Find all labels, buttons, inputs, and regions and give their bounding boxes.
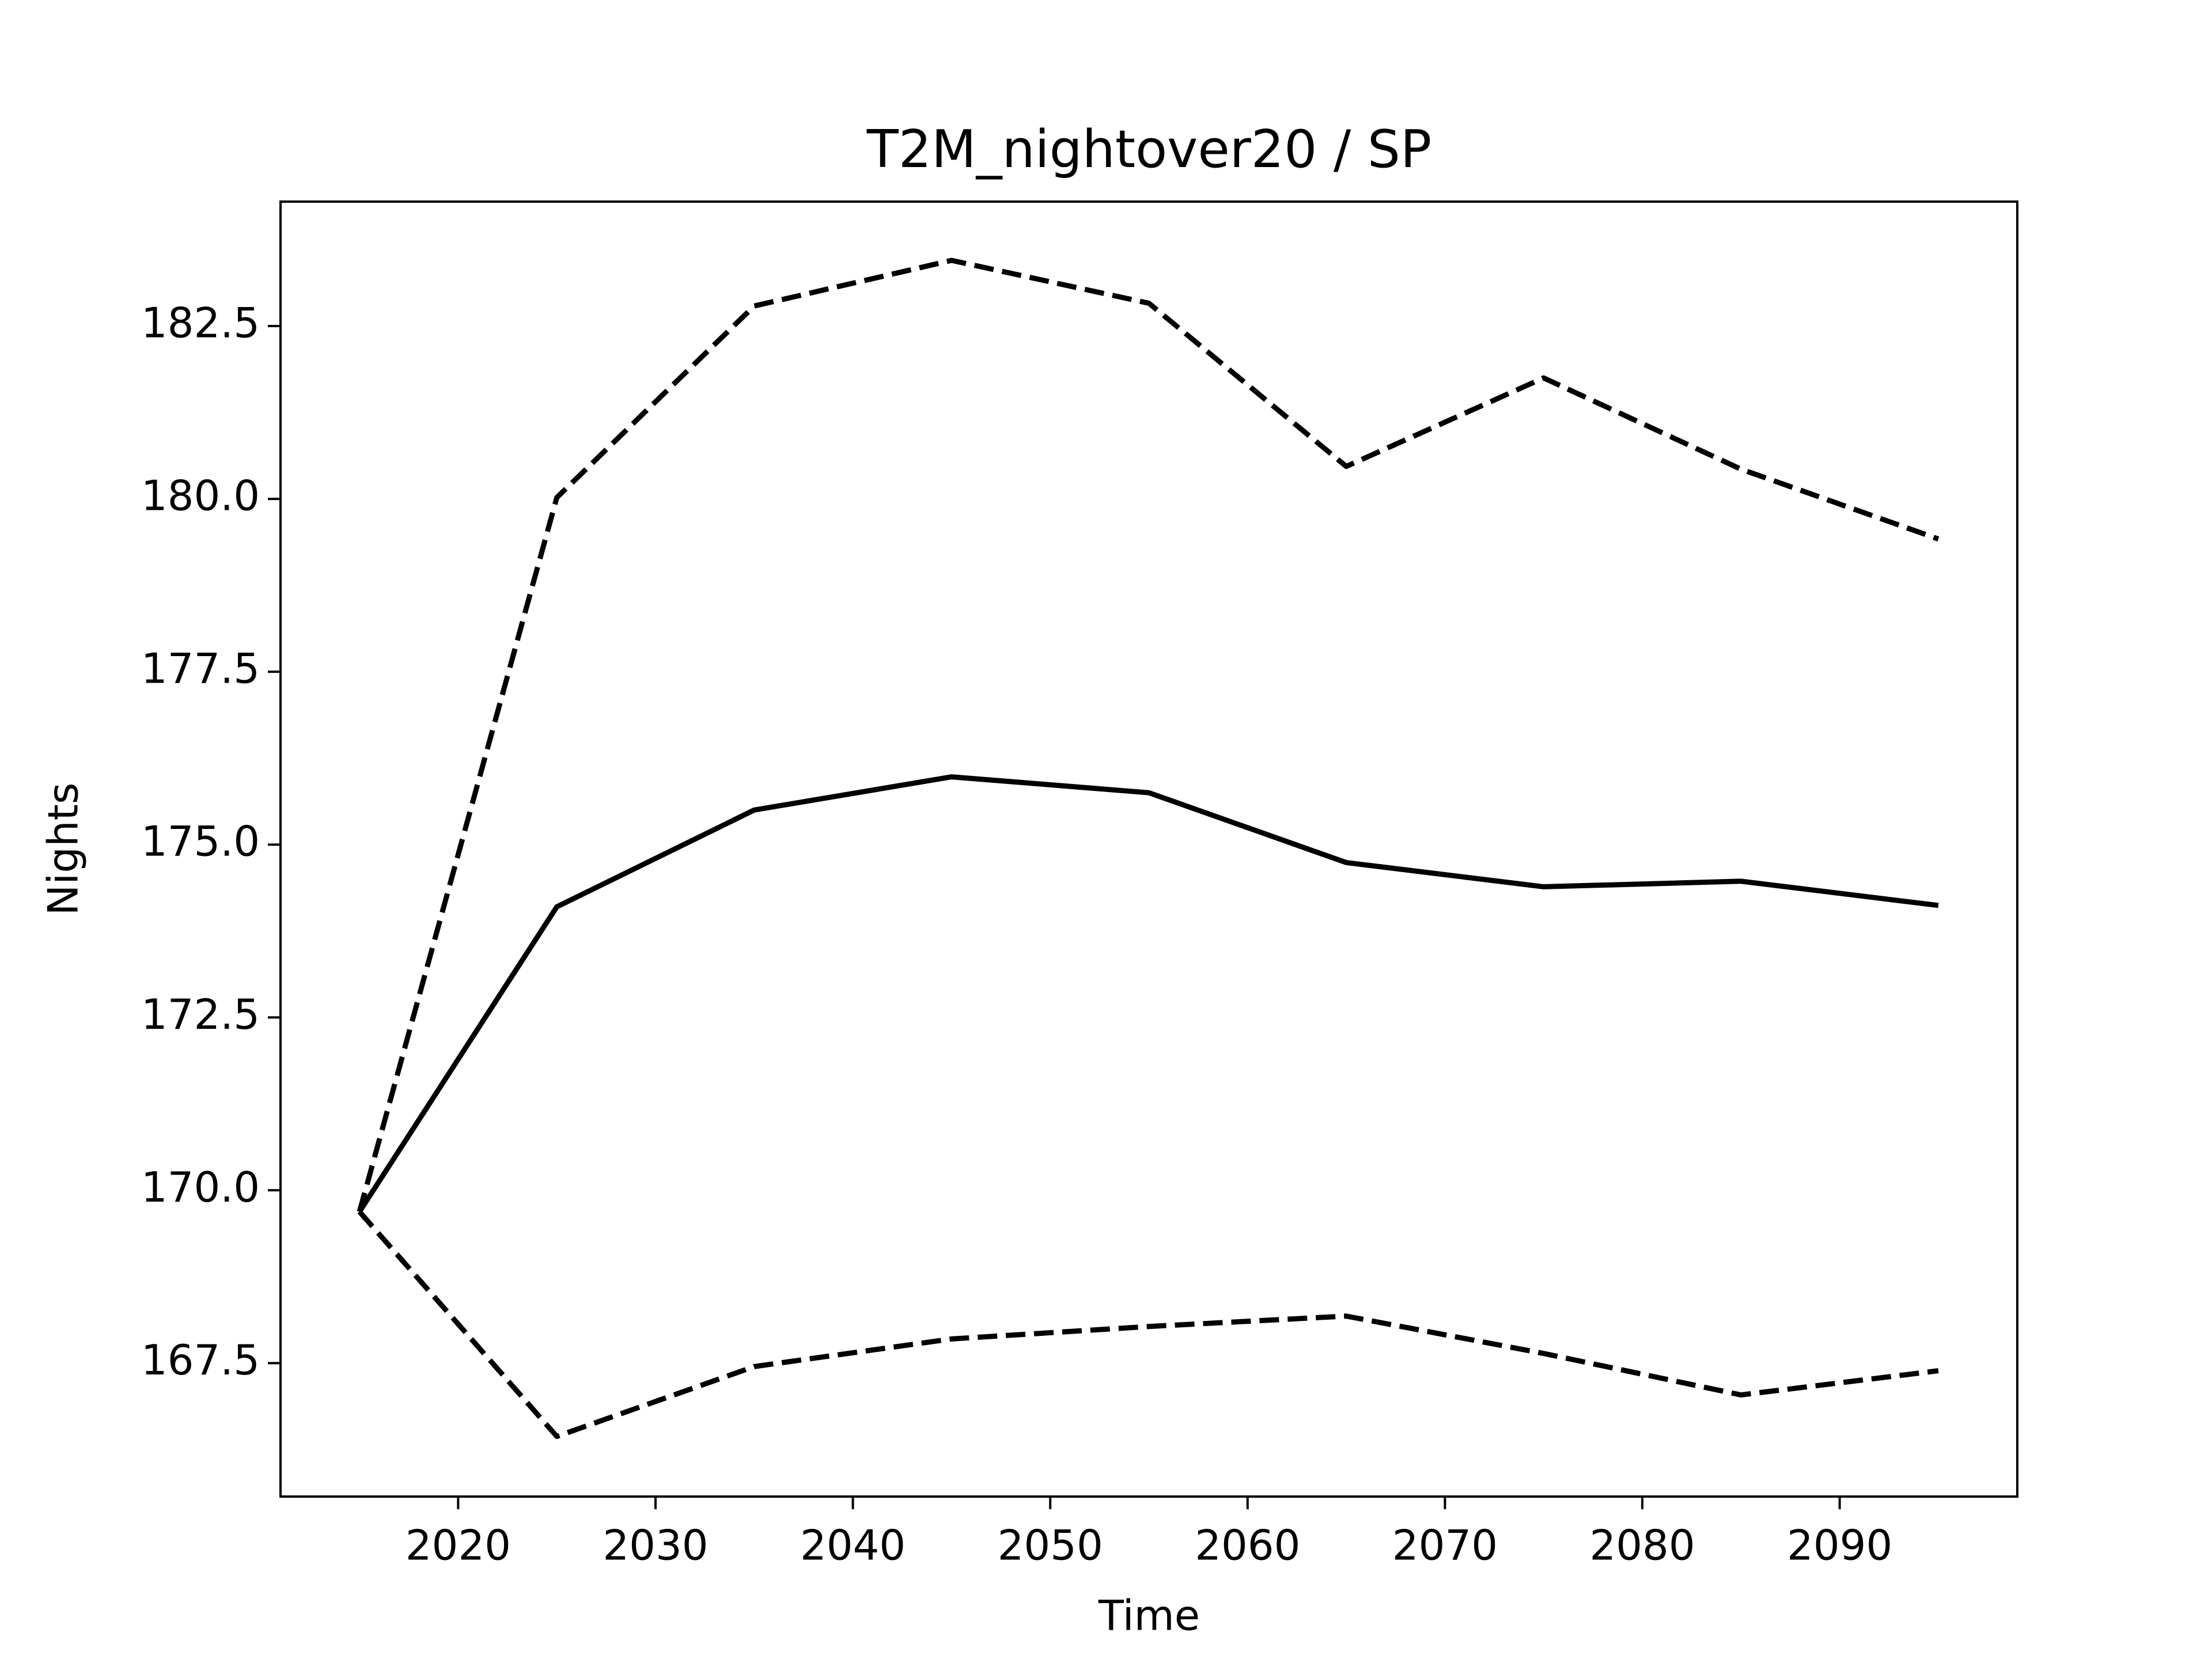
x-axis-label: Time [1098,1592,1200,1640]
y-tick-label: 170.0 [141,1163,260,1211]
x-tick-label: 2090 [1787,1521,1892,1570]
y-tick-label: 172.5 [141,990,260,1039]
x-tick-label: 2060 [1195,1521,1300,1570]
y-tick-label: 167.5 [141,1336,260,1384]
x-tick-label: 2080 [1589,1521,1695,1570]
series-line [357,1210,1939,1440]
chart-title: T2M_nightover20 / SP [866,119,1432,180]
y-tick-label: 177.5 [141,645,260,693]
y-tick-label: 182.5 [141,299,260,347]
series-line [357,257,1940,1213]
y-axis-label: Nights [39,783,88,916]
x-tick-label: 2050 [998,1521,1103,1570]
x-tick-label: 2030 [603,1521,708,1570]
series-line [357,774,1939,1213]
y-tick-label: 175.0 [141,817,260,866]
x-tick-label: 2020 [406,1521,511,1570]
x-tick-label: 2070 [1392,1521,1498,1570]
y-tick-label: 180.0 [141,472,260,520]
x-tick-label: 2040 [800,1521,906,1570]
plot-frame [279,200,2018,1498]
